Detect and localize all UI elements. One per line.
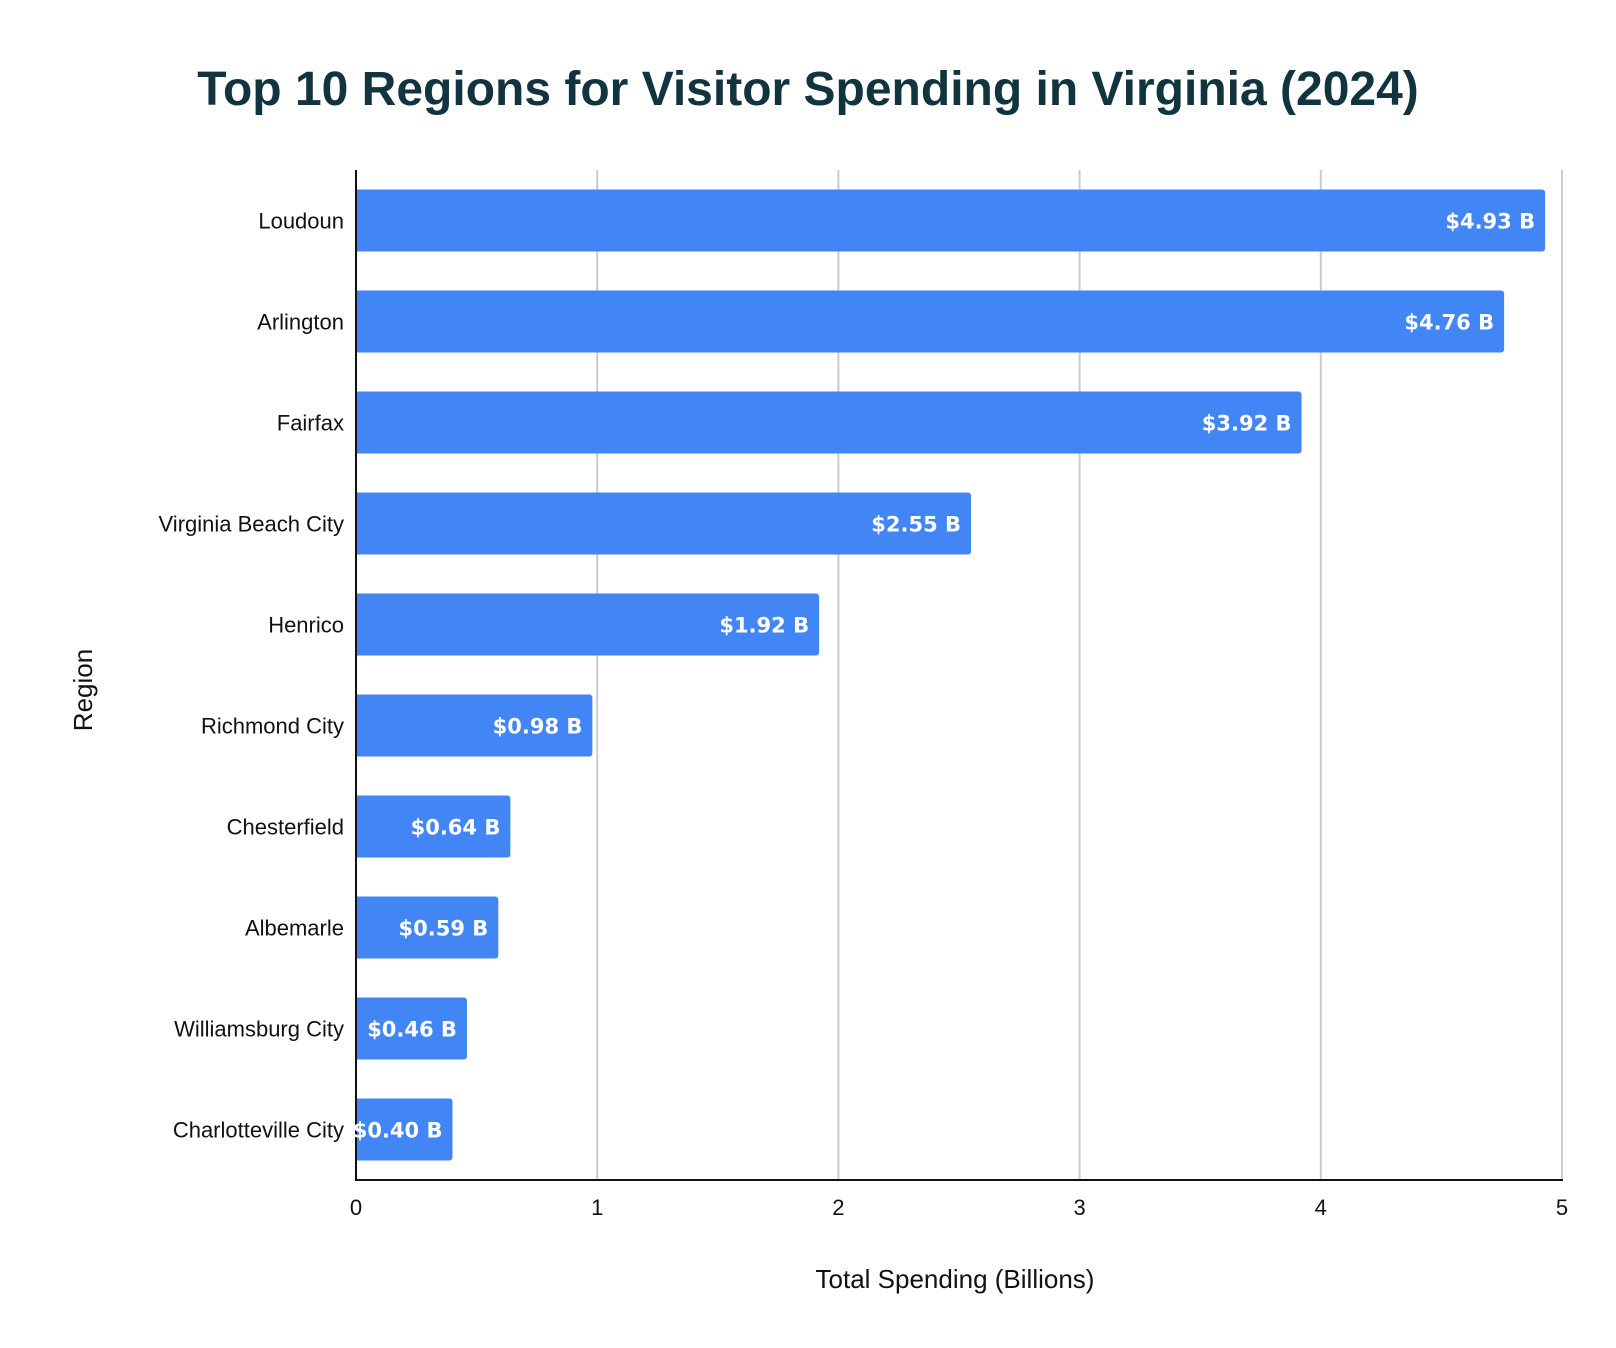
bar [356, 896, 499, 959]
category-label: Virginia Beach City [159, 512, 344, 537]
bar-left-edge [356, 694, 362, 757]
bar [356, 1098, 453, 1161]
bar-left-edge [356, 795, 362, 858]
data-label: $0.98 B [493, 715, 583, 739]
bar [356, 795, 511, 858]
bar [356, 391, 1302, 454]
bar [356, 290, 1505, 353]
bars [356, 189, 1546, 1161]
bar [356, 997, 467, 1060]
x-tick-label: 5 [1556, 1195, 1568, 1220]
bar-left-edge [356, 593, 362, 656]
x-tick-label: 0 [350, 1195, 362, 1220]
x-tick-label: 4 [1315, 1195, 1327, 1220]
data-label: $0.40 B [353, 1119, 443, 1143]
category-label: Charlotteville City [173, 1118, 344, 1143]
x-tick-label: 3 [1073, 1195, 1085, 1220]
category-label: Henrico [268, 613, 344, 638]
bar [356, 189, 1546, 252]
bar-left-edge [356, 391, 362, 454]
category-label: Albemarle [245, 916, 344, 941]
bar [356, 593, 820, 656]
axes [355, 170, 1563, 1181]
bar [356, 492, 972, 555]
x-axis-title: Total Spending (Billions) [816, 1264, 1095, 1294]
bar-left-edge [356, 492, 362, 555]
labels: 0 1 2 3 4 5 Loudoun $4.93 B Arlington $4.76 B Fair… [159, 209, 1569, 1221]
data-label: $1.92 B [719, 614, 809, 638]
x-tick-label: 2 [832, 1195, 844, 1220]
bar-left-edge [356, 290, 362, 353]
category-label: Loudoun [258, 209, 344, 234]
data-label: $2.55 B [871, 513, 961, 537]
x-tick-label: 1 [591, 1195, 603, 1220]
category-label: Arlington [257, 310, 344, 335]
data-label: $0.64 B [411, 816, 501, 840]
category-label: Fairfax [277, 411, 344, 436]
bar-left-edge [356, 997, 362, 1060]
bar-left-edge [356, 896, 362, 959]
category-label: Chesterfield [227, 815, 344, 840]
bar [356, 694, 593, 757]
data-label: $0.59 B [399, 917, 489, 941]
y-axis-title: Region [68, 649, 98, 731]
data-label: $4.76 B [1404, 311, 1494, 335]
data-label: $0.46 B [367, 1018, 457, 1042]
category-label: Williamsburg City [174, 1017, 344, 1042]
chart-title: Top 10 Regions for Visitor Spending in V… [197, 63, 1419, 116]
data-label: $3.92 B [1202, 412, 1292, 436]
bar-left-edge [356, 1098, 362, 1161]
bar-left-edge [356, 189, 362, 252]
category-label: Richmond City [201, 714, 344, 739]
data-label: $4.93 B [1445, 210, 1535, 234]
